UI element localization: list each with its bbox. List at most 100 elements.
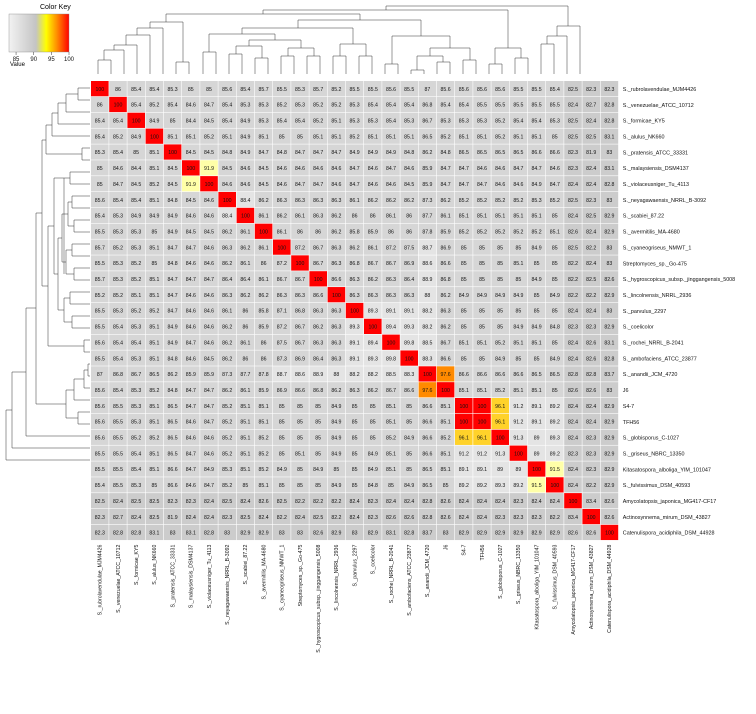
heatmap-cell xyxy=(327,398,346,414)
heatmap-cell xyxy=(182,493,200,509)
heatmap-cell xyxy=(600,524,619,541)
cell-value: 86.3 xyxy=(277,198,287,204)
cell-value: 84.5 xyxy=(168,166,178,172)
cell-value: 85.5 xyxy=(95,467,105,473)
cell-value: 86.8 xyxy=(441,277,451,283)
cell-value: 85.2 xyxy=(259,451,269,457)
heatmap-cell xyxy=(200,96,218,113)
color-key-bar xyxy=(8,13,70,53)
cell-value: 96.1 xyxy=(477,436,487,442)
cell-value: 85.7 xyxy=(259,87,269,93)
heatmap-cell xyxy=(564,287,582,303)
heatmap-cell xyxy=(509,493,528,509)
cell-value: 86.4 xyxy=(404,277,414,283)
cell-value: 84.9 xyxy=(550,356,560,362)
heatmap-cell xyxy=(182,96,200,113)
cell-value: 88.4 xyxy=(222,214,232,220)
cell-value: 86.7 xyxy=(441,340,451,346)
cell-value: 85.7 xyxy=(95,277,105,283)
heatmap-cell xyxy=(127,112,145,128)
heatmap-cell xyxy=(182,176,200,192)
heatmap-cell xyxy=(418,239,437,255)
cell-value: 84.9 xyxy=(313,467,323,473)
cell-value: 85.2 xyxy=(131,261,141,267)
cell-value: 85.1 xyxy=(532,134,542,140)
heatmap-cell xyxy=(564,191,582,208)
heatmap-cell xyxy=(600,287,619,303)
cell-value: 86.7 xyxy=(131,372,141,378)
heatmap-cell xyxy=(382,461,400,477)
cell-value: 85.6 xyxy=(95,420,105,426)
cell-value: 85.1 xyxy=(459,214,469,220)
heatmap-cell xyxy=(236,318,255,334)
cell-value: 85.2 xyxy=(532,229,542,235)
cell-value: 91.2 xyxy=(513,420,523,426)
heatmap-cell xyxy=(582,271,600,287)
heatmap-cell xyxy=(455,255,473,271)
cell-value: 82.5 xyxy=(586,134,596,140)
heatmap-cell xyxy=(200,271,218,287)
heatmap-cell xyxy=(236,350,255,366)
cell-value: 85.3 xyxy=(295,87,305,93)
cell-value: 84.5 xyxy=(204,119,214,125)
cell-value: 85.1 xyxy=(386,467,396,473)
heatmap-cell xyxy=(436,413,455,430)
heatmap-cell xyxy=(418,302,437,319)
cell-value: 85.2 xyxy=(331,103,341,109)
cell-value: 89.2 xyxy=(550,451,560,457)
cell-value: 85 xyxy=(297,404,303,410)
heatmap-cell xyxy=(509,223,528,239)
cell-value: 100 xyxy=(550,483,559,489)
heatmap-cell xyxy=(527,445,546,461)
heatmap-cell xyxy=(455,413,473,430)
cell-value: 85.3 xyxy=(113,277,123,283)
cell-value: 85.2 xyxy=(222,451,232,457)
heatmap-cell xyxy=(273,96,291,113)
cell-value: 85 xyxy=(297,467,303,473)
heatmap-cell xyxy=(327,508,346,525)
heatmap-cell xyxy=(473,144,491,160)
cell-value: 84.5 xyxy=(168,182,178,188)
cell-value: 85.2 xyxy=(113,245,123,251)
cell-value: 85.1 xyxy=(386,451,396,457)
heatmap-cell xyxy=(163,477,182,493)
row-label: S._ambofaciens_ATCC_23877 xyxy=(623,356,697,362)
heatmap-cell xyxy=(145,366,164,382)
heatmap-cell xyxy=(163,191,182,208)
cell-value: 85.1 xyxy=(477,134,487,140)
cell-value: 82.3 xyxy=(495,515,505,521)
heatmap-cell xyxy=(509,382,528,398)
heatmap-cell xyxy=(182,287,200,303)
cell-value: 85.6 xyxy=(386,87,396,93)
heatmap-cell xyxy=(527,81,546,97)
cell-value: 84.7 xyxy=(331,150,341,156)
cell-value: 86.3 xyxy=(313,340,323,346)
heatmap-cell xyxy=(436,160,455,176)
heatmap-cell xyxy=(345,302,364,319)
cell-value: 82.4 xyxy=(350,515,360,521)
heatmap-cell xyxy=(600,176,619,192)
heatmap-cell xyxy=(236,176,255,192)
cell-value: 86.2 xyxy=(259,293,269,299)
cell-value: 85.7 xyxy=(95,245,105,251)
cell-value: 84.5 xyxy=(186,229,196,235)
heatmap-cell xyxy=(455,508,473,525)
heatmap-cell xyxy=(345,112,364,128)
cell-value: 86.3 xyxy=(331,356,341,362)
heatmap-cell xyxy=(400,398,418,414)
cell-value: 86.6 xyxy=(441,356,451,362)
cell-value: 85.6 xyxy=(495,87,505,93)
cell-value: 86.8 xyxy=(350,261,360,267)
heatmap-cell xyxy=(345,81,364,97)
heatmap-cell xyxy=(163,493,182,509)
cell-value: 91.2 xyxy=(477,451,487,457)
cell-value: 85.3 xyxy=(259,103,269,109)
heatmap-cell xyxy=(145,477,164,493)
heatmap-cell xyxy=(527,128,546,144)
heatmap-cell xyxy=(527,350,546,366)
heatmap-cell xyxy=(582,508,600,525)
heatmap-cell xyxy=(364,287,382,303)
heatmap-cell xyxy=(473,255,491,271)
cell-value: 87.3 xyxy=(277,356,287,362)
cell-value: 85.2 xyxy=(313,103,323,109)
